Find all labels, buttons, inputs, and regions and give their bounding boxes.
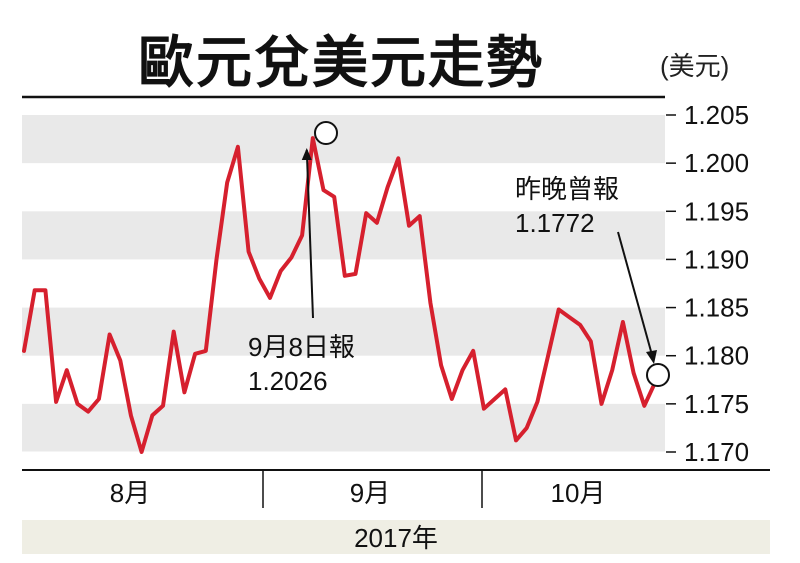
annotation-label-1: 9月8日報	[248, 332, 355, 362]
y-tick-label: 1.175	[684, 389, 749, 419]
annotation-leader-2	[617, 231, 653, 356]
y-tick-label: 1.190	[684, 244, 749, 274]
annotation-marker-2	[646, 363, 670, 387]
annotation-leader-1	[305, 149, 314, 319]
annotation-value-1: 1.2026	[248, 366, 328, 396]
chart-title: 歐元兌美元走勢	[138, 30, 544, 96]
y-tick-label: 1.185	[684, 293, 749, 323]
x-month-label: 10月	[551, 478, 606, 508]
grid-band	[22, 115, 665, 164]
year-bar	[22, 520, 770, 554]
y-tick-label: 1.195	[684, 196, 749, 226]
grid-band-base	[22, 451, 665, 466]
annotation-label-2: 昨晚曾報	[515, 174, 619, 204]
y-tick-label: 1.180	[684, 341, 749, 371]
year-label: 2017年	[354, 523, 438, 553]
grid-band	[22, 403, 665, 452]
unit-label: (美元)	[660, 51, 730, 81]
y-tick-label: 1.205	[684, 100, 749, 130]
annotation-value-2: 1.1772	[515, 208, 595, 238]
annotation-arrow-2	[646, 350, 657, 364]
series-line	[22, 136, 657, 454]
x-month-label: 8月	[110, 478, 150, 508]
y-tick-label: 1.200	[684, 148, 749, 178]
annotation-marker-1	[314, 121, 338, 145]
y-tick-label: 1.170	[684, 437, 749, 467]
x-month-label: 9月	[350, 478, 390, 508]
annotation-arrow-1	[301, 148, 312, 160]
